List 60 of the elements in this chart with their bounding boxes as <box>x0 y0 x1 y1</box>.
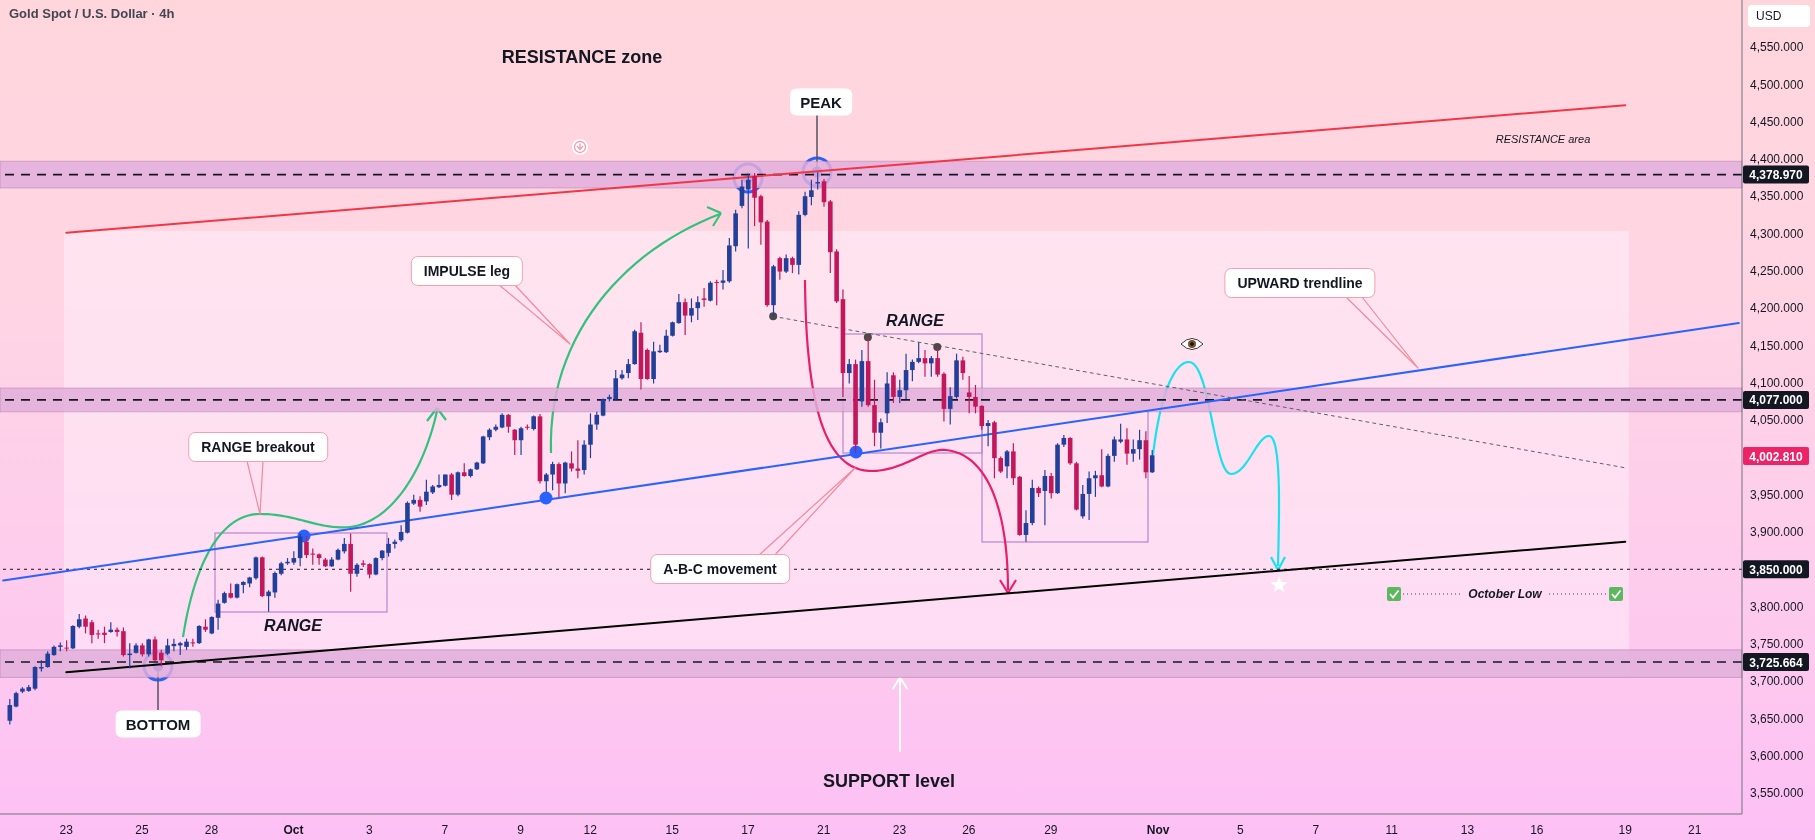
x-tick-label: 3 <box>365 823 373 837</box>
x-tick-label: 13 <box>1460 823 1475 837</box>
annotation: RESISTANCE zone <box>501 46 663 68</box>
x-tick-label: 21 <box>816 823 831 837</box>
x-tick-label: 11 <box>1385 823 1399 837</box>
x-tick-label: 23 <box>892 823 907 837</box>
y-tick-label: 4,450.000 <box>1750 114 1804 129</box>
x-tick-label: 16 <box>1530 823 1544 837</box>
y-tick-label: 4,300.000 <box>1750 226 1804 241</box>
x-tick-label: 29 <box>1044 823 1058 837</box>
y-tick-label: 3,700.000 <box>1750 674 1804 689</box>
x-tick-label: 5 <box>1236 823 1244 837</box>
y-tick-label: 3,750.000 <box>1750 637 1804 652</box>
annotation: A-B-C movement <box>650 554 790 584</box>
annotation: UPWARD trendline <box>1224 268 1376 298</box>
y-tick-label: 4,250.000 <box>1750 264 1804 279</box>
x-tick-label: Nov <box>1146 823 1170 837</box>
annotation: RANGE <box>264 617 322 635</box>
y-tick-label: 3,550.000 <box>1750 786 1804 801</box>
y-axis-title: USD <box>1748 5 1810 27</box>
x-tick-label: 23 <box>59 823 74 837</box>
x-tick-label: 17 <box>741 823 755 837</box>
y-tick-label: 4,200.000 <box>1750 301 1804 316</box>
ref-line-label: 3,725.664 <box>1749 655 1804 670</box>
annotation: IMPULSE leg <box>410 256 524 286</box>
y-tick-label: 4,500.000 <box>1750 77 1804 92</box>
annotation: PEAK <box>790 88 852 116</box>
y-tick-label: 3,650.000 <box>1750 711 1804 726</box>
band-label: SUPPORT level <box>822 770 956 792</box>
annotation: RANGE breakout <box>188 432 328 462</box>
x-tick-label: Oct <box>283 823 304 837</box>
x-tick-label: 25 <box>135 823 150 837</box>
annotation: October Low <box>1468 587 1542 601</box>
ref-line-label: 4,378.970 <box>1749 168 1804 183</box>
text: Gold Spot / U.S. Dollar · 4h <box>9 6 175 21</box>
x-tick-label: 7 <box>1312 823 1320 837</box>
y-tick-label: 4,050.000 <box>1750 413 1804 428</box>
x-tick-label: 21 <box>1687 823 1702 837</box>
x-tick-label: 7 <box>441 823 449 837</box>
y-tick-label: 3,800.000 <box>1750 599 1804 614</box>
x-tick-label: 12 <box>583 823 598 837</box>
text: 4,002.810 <box>1749 449 1804 464</box>
annotation: BOTTOM <box>115 710 201 738</box>
y-tick-label: 4,100.000 <box>1750 376 1804 391</box>
ref-line-label: 3,850.000 <box>1749 562 1804 577</box>
x-tick-label: 26 <box>962 823 976 837</box>
y-tick-label: 4,550.000 <box>1750 40 1804 55</box>
x-tick-label: 28 <box>204 823 219 837</box>
y-tick-label: 3,900.000 <box>1750 525 1804 540</box>
ref-line-label: 4,077.000 <box>1749 393 1804 408</box>
x-tick-label: 19 <box>1618 823 1633 837</box>
y-tick-label: 3,950.000 <box>1750 487 1804 502</box>
x-tick-label: 9 <box>517 823 525 837</box>
y-tick-label: 4,350.000 <box>1750 189 1804 204</box>
annotation: RESISTANCE area <box>1495 133 1591 145</box>
annotation: RANGE <box>886 312 944 330</box>
y-tick-label: 3,600.000 <box>1750 749 1804 764</box>
y-tick-label: 4,150.000 <box>1750 338 1804 353</box>
y-tick-label: 4,400.000 <box>1750 152 1804 167</box>
x-tick-label: 15 <box>665 823 680 837</box>
